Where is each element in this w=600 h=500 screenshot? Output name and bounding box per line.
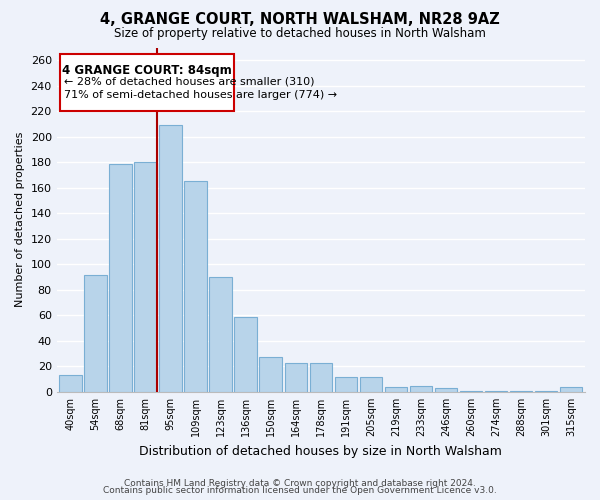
Bar — [560, 387, 583, 392]
Bar — [209, 277, 232, 392]
Text: ← 28% of detached houses are smaller (310): ← 28% of detached houses are smaller (31… — [64, 77, 314, 87]
Bar — [134, 162, 157, 392]
Y-axis label: Number of detached properties: Number of detached properties — [15, 132, 25, 308]
Bar — [485, 390, 508, 392]
Bar — [385, 387, 407, 392]
Bar — [184, 182, 207, 392]
X-axis label: Distribution of detached houses by size in North Walsham: Distribution of detached houses by size … — [139, 444, 502, 458]
Text: 4 GRANGE COURT: 84sqm: 4 GRANGE COURT: 84sqm — [62, 64, 232, 77]
Bar — [310, 362, 332, 392]
Bar — [235, 316, 257, 392]
Bar — [160, 126, 182, 392]
FancyBboxPatch shape — [60, 54, 235, 112]
Text: 4, GRANGE COURT, NORTH WALSHAM, NR28 9AZ: 4, GRANGE COURT, NORTH WALSHAM, NR28 9AZ — [100, 12, 500, 28]
Bar — [84, 274, 107, 392]
Bar — [359, 376, 382, 392]
Bar — [510, 390, 532, 392]
Bar — [335, 376, 357, 392]
Bar — [535, 390, 557, 392]
Bar — [410, 386, 432, 392]
Text: Contains HM Land Registry data © Crown copyright and database right 2024.: Contains HM Land Registry data © Crown c… — [124, 478, 476, 488]
Bar — [435, 388, 457, 392]
Bar — [460, 390, 482, 392]
Bar — [59, 376, 82, 392]
Text: 71% of semi-detached houses are larger (774) →: 71% of semi-detached houses are larger (… — [64, 90, 337, 100]
Text: Contains public sector information licensed under the Open Government Licence v3: Contains public sector information licen… — [103, 486, 497, 495]
Bar — [259, 358, 282, 392]
Text: Size of property relative to detached houses in North Walsham: Size of property relative to detached ho… — [114, 28, 486, 40]
Bar — [109, 164, 132, 392]
Bar — [284, 362, 307, 392]
